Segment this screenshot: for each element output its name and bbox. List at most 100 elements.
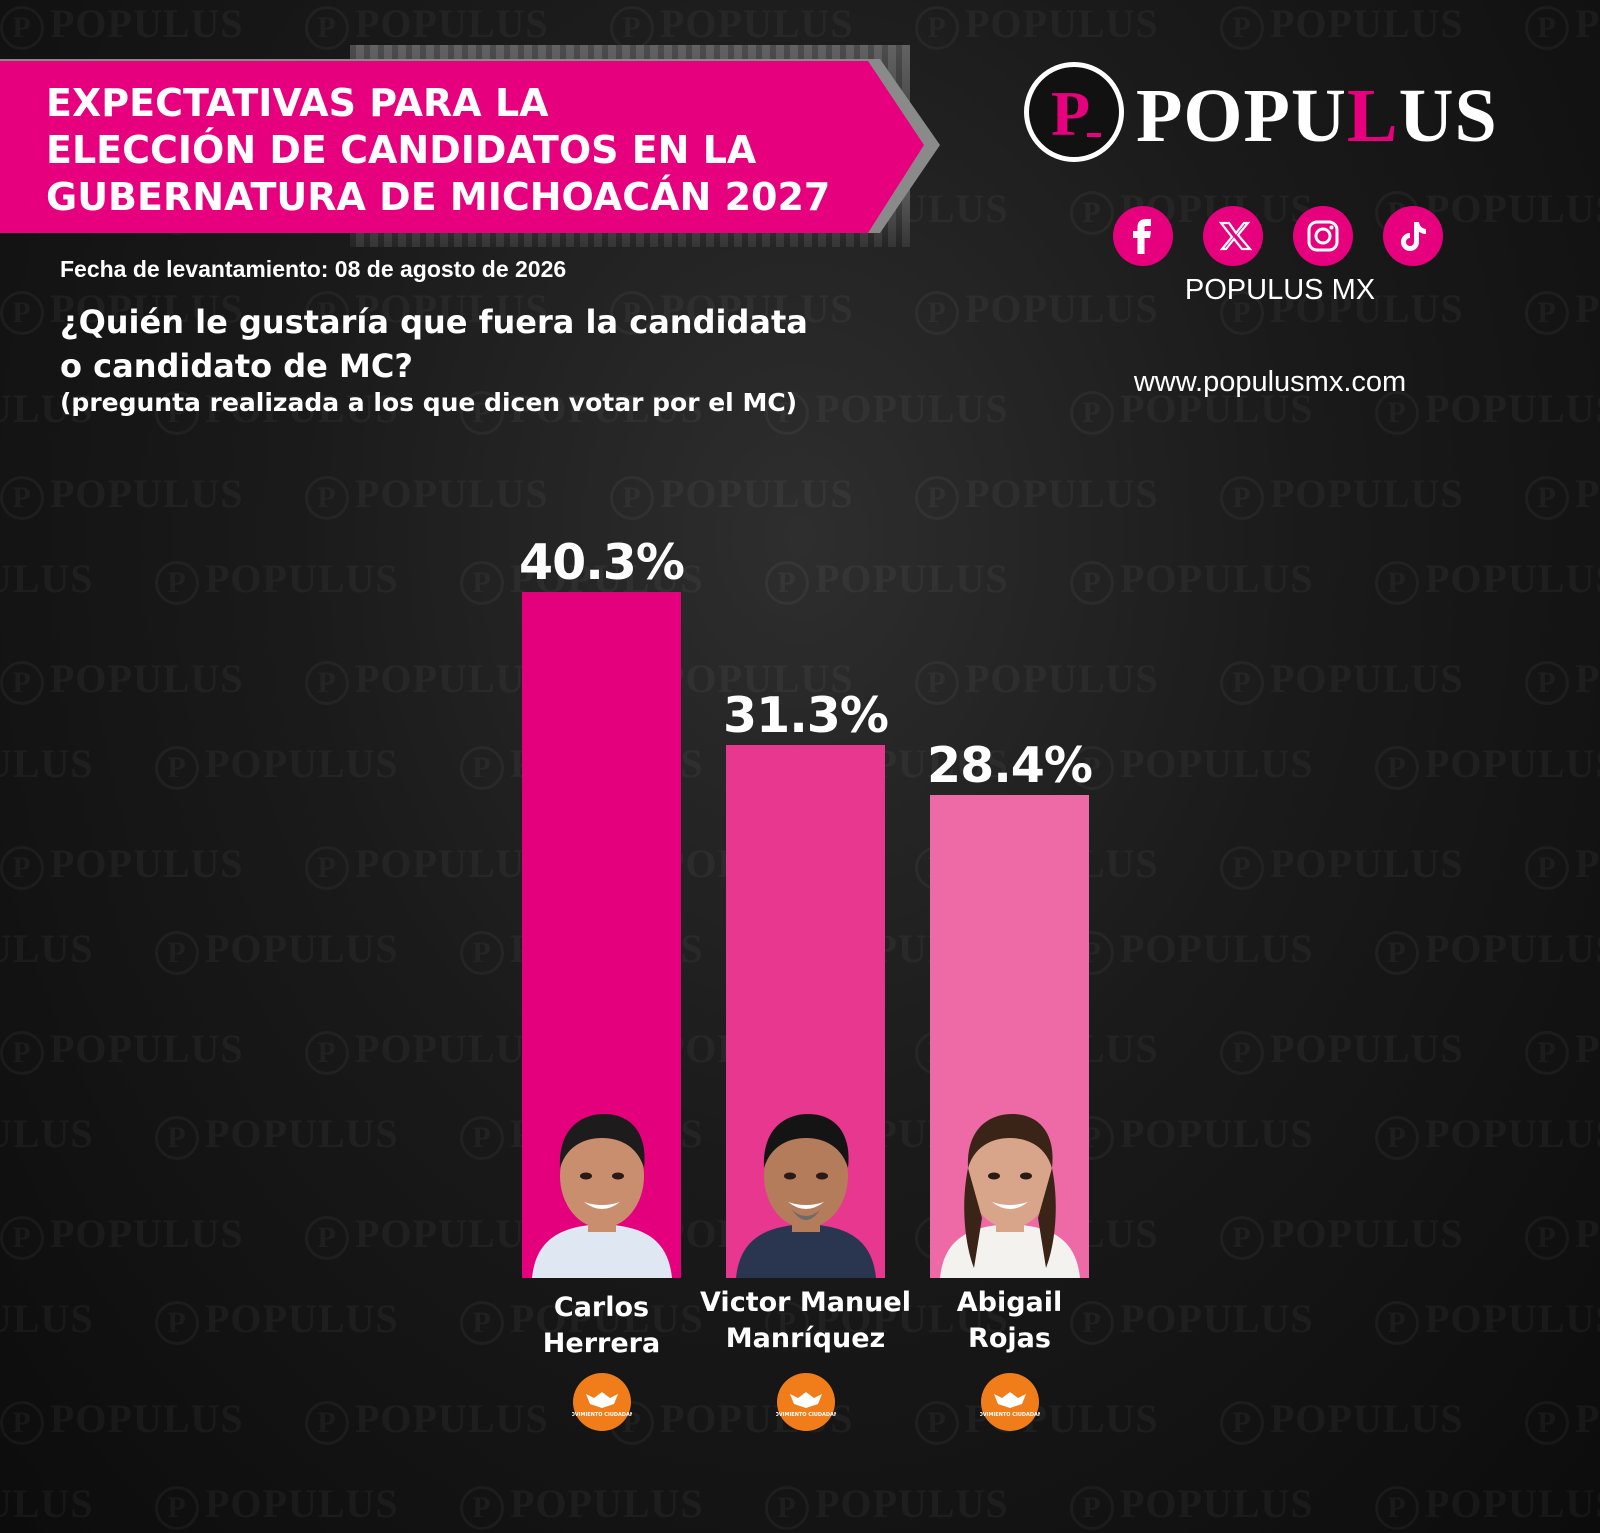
populus-logo-wordmark: POPULUS bbox=[1136, 74, 1498, 158]
svg-text:MOVIMIENTO CIUDADANO: MOVIMIENTO CIUDADANO bbox=[572, 1412, 632, 1418]
bar-value-label: 31.3% bbox=[723, 687, 889, 745]
candidate-name: Carlos Herrera bbox=[542, 1292, 661, 1359]
bar-value-label: 28.4% bbox=[927, 736, 1093, 794]
party-logo-icon: MOVIMIENTO CIUDADANO bbox=[980, 1373, 1040, 1431]
populus-logo: P POPULUS bbox=[1024, 62, 1524, 172]
social-handle: POPULUS MX bbox=[1184, 274, 1376, 306]
populus-logo-mark: P bbox=[1024, 62, 1124, 162]
website-link[interactable]: www.populusmx.com bbox=[1133, 366, 1407, 398]
facebook-icon[interactable] bbox=[1113, 206, 1173, 266]
bar-1 bbox=[522, 592, 681, 1278]
survey-date: Fecha de levantamiento: 08 de agosto de … bbox=[60, 256, 567, 282]
x-icon[interactable] bbox=[1203, 206, 1263, 266]
bar-3 bbox=[930, 794, 1089, 1278]
title-banner bbox=[0, 59, 940, 233]
page-title: EXPECTATIVAS PARA LA ELECCIÓN DE CANDIDA… bbox=[46, 81, 831, 219]
tiktok-icon[interactable] bbox=[1383, 206, 1443, 266]
party-logo-icon: MOVIMIENTO CIUDADANO bbox=[776, 1373, 836, 1431]
candidate-name: Abigail Rojas bbox=[956, 1287, 1063, 1354]
instagram-icon[interactable] bbox=[1293, 206, 1353, 266]
bar-2 bbox=[726, 745, 885, 1278]
candidate-photo bbox=[532, 1114, 672, 1278]
candidate-name: Victor Manuel Manríquez bbox=[700, 1287, 911, 1354]
bar-value-label: 40.3% bbox=[519, 534, 685, 591]
survey-question-note: (pregunta realizada a los que dicen vota… bbox=[60, 388, 798, 417]
svg-text:MOVIMIENTO CIUDADANO: MOVIMIENTO CIUDADANO bbox=[980, 1412, 1040, 1418]
candidate-photo bbox=[940, 1114, 1080, 1278]
party-logo-icon: MOVIMIENTO CIUDADANO bbox=[572, 1373, 632, 1431]
